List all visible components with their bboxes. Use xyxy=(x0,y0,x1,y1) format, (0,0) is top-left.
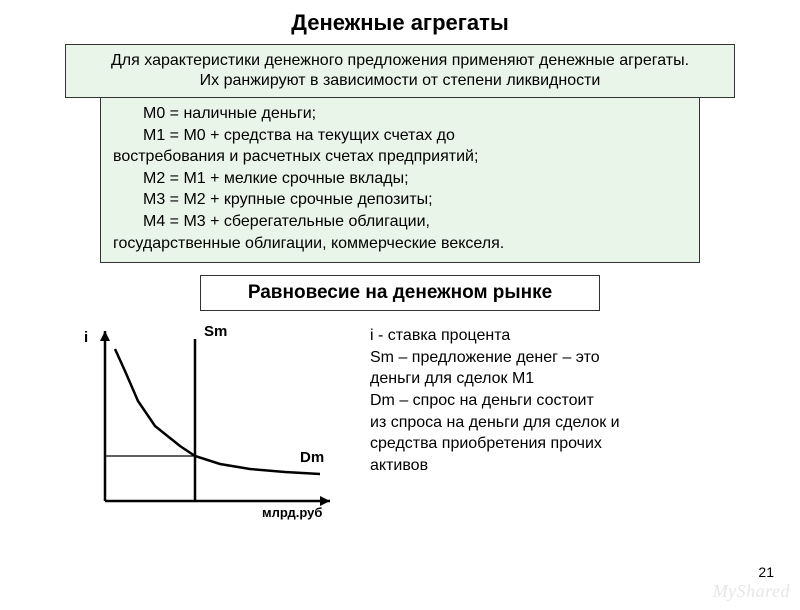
legend-line-4: Dm – спрос на деньги состоит xyxy=(370,390,780,412)
page-title: Денежные агрегаты xyxy=(0,10,800,36)
def-m2: М2 = М1 + мелкие срочные вклады; xyxy=(113,168,687,190)
subtitle-box: Равновесие на денежном рынке xyxy=(200,275,600,311)
def-m3: М3 = М2 + крупные срочные депозиты; xyxy=(113,189,687,211)
intro-line-2: Их ранжируют в зависимости от степени ли… xyxy=(76,71,724,91)
equilibrium-chart: i Sm Dm млрд.руб xyxy=(20,321,360,531)
chart-svg xyxy=(20,321,360,531)
axis-label-i: i xyxy=(84,329,88,346)
definitions-box: М0 = наличные деньги; М1 = М0 + средства… xyxy=(100,94,700,263)
intro-line-1: Для характеристики денежного предложения… xyxy=(76,51,724,71)
axis-label-sm: Sm xyxy=(204,323,227,340)
def-m4b: государственные облигации, коммерческие … xyxy=(113,233,687,255)
legend-line-2: Sm – предложение денег – это xyxy=(370,347,780,369)
def-m0: М0 = наличные деньги; xyxy=(113,103,687,125)
axis-label-dm: Dm xyxy=(300,449,324,466)
legend-line-3: деньги для сделок М1 xyxy=(370,368,780,390)
def-m1b: востребования и расчетных счетах предпри… xyxy=(113,146,687,168)
def-m1a: М1 = М0 + средства на текущих счетах до xyxy=(113,125,687,147)
legend-line-1: i - ставка процента xyxy=(370,325,780,347)
legend-line-6: средства приобретения прочих xyxy=(370,433,780,455)
axis-label-x: млрд.руб xyxy=(262,505,322,520)
lower-section: i Sm Dm млрд.руб i - ставка процента Sm … xyxy=(0,321,800,531)
watermark: MyShared xyxy=(713,581,790,602)
page-number: 21 xyxy=(758,564,774,580)
def-m4a: М4 = М3 + сберегательные облигации, xyxy=(113,211,687,233)
legend-line-5: из спроса на деньги для сделок и xyxy=(370,412,780,434)
legend-line-7: активов xyxy=(370,455,780,477)
intro-box: Для характеристики денежного предложения… xyxy=(65,44,735,98)
chart-legend: i - ставка процента Sm – предложение ден… xyxy=(360,321,780,531)
